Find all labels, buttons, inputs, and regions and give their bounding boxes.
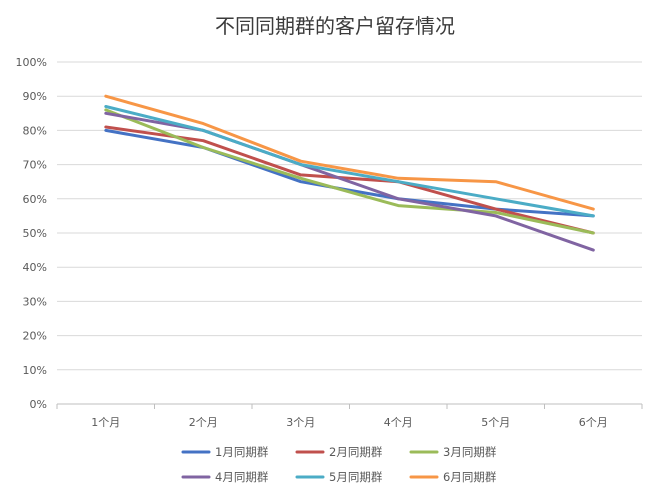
series-line: [104, 125, 595, 235]
x-tick-label: 2个月: [189, 416, 218, 429]
y-tick-label: 20%: [23, 330, 47, 343]
series-lines: [104, 94, 595, 252]
legend-label: 6月同期群: [443, 470, 497, 484]
chart-title: 不同同期群的客户留存情况: [215, 14, 455, 38]
legend-label: 2月同期群: [329, 445, 383, 459]
legend: 1月同期群 2月同期群 3月同期群 4月同期群 5月同期群 6月同期群: [181, 445, 497, 484]
legend-label: 1月同期群: [215, 445, 269, 459]
y-tick-label: 90%: [23, 90, 47, 103]
series-line: [104, 108, 595, 235]
x-tick-label: 1个月: [91, 416, 120, 429]
x-tick-label: 6个月: [579, 416, 608, 429]
y-tick-label: 100%: [16, 56, 47, 69]
series-line: [104, 94, 595, 211]
series-line: [104, 111, 595, 252]
y-tick-label: 0%: [30, 398, 47, 411]
x-tick-label: 4个月: [384, 416, 413, 429]
x-tick-label: 5个月: [481, 416, 510, 429]
x-tick-label: 3个月: [286, 416, 315, 429]
y-tick-label: 70%: [23, 159, 47, 172]
gridlines: [57, 61, 642, 405]
series-line: [104, 105, 595, 218]
y-tick-label: 10%: [23, 364, 47, 377]
y-tick-label: 60%: [23, 193, 47, 206]
legend-label: 4月同期群: [215, 470, 269, 484]
y-tick-label: 50%: [23, 227, 47, 240]
legend-label: 3月同期群: [443, 445, 497, 459]
legend-label: 5月同期群: [329, 470, 383, 484]
y-tick-label: 40%: [23, 261, 47, 274]
series-line: [104, 128, 595, 218]
y-tick-label: 30%: [23, 295, 47, 308]
x-axis: 1个月 2个月 3个月 4个月 5个月 6个月: [56, 404, 643, 429]
y-tick-label: 80%: [23, 124, 47, 137]
y-axis: 0% 10% 20% 30% 40% 50% 60% 70% 80% 90% 100%: [16, 56, 47, 411]
